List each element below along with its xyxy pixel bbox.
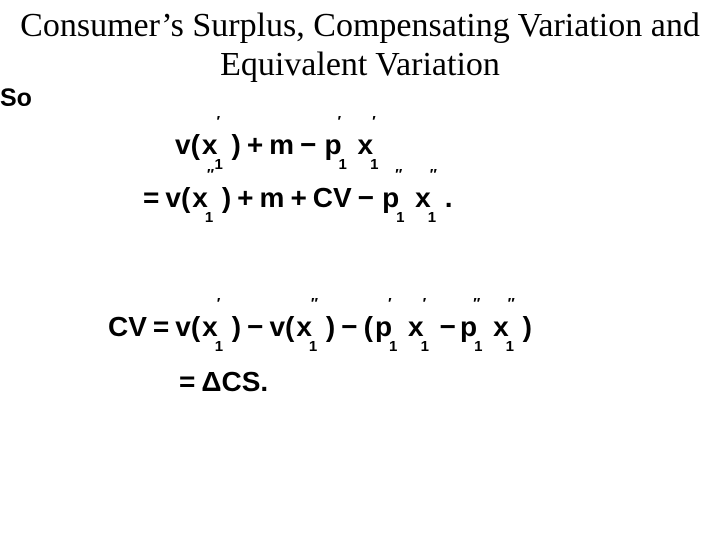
equation-2-line-2: =ΔCS. [173,355,268,408]
slide: Consumer’s Surplus, Compensating Variati… [0,0,720,540]
equation-1: v(x1′)+m−p1′x1′ =v(x1″)+m+CV−p1″x1″. [175,118,453,224]
v-func: v [175,118,191,171]
equation-1-line-1: v(x1′)+m−p1′x1′ [175,118,453,171]
slide-title: Consumer’s Surplus, Compensating Variati… [0,0,720,84]
equation-2-line-1: CV=v(x1′)−v(x1″)−(p1′x1′−p1″x1″) [108,300,532,353]
so-label: So [0,84,720,113]
equation-1-line-2: =v(x1″)+m+CV−p1″x1″. [137,171,453,224]
